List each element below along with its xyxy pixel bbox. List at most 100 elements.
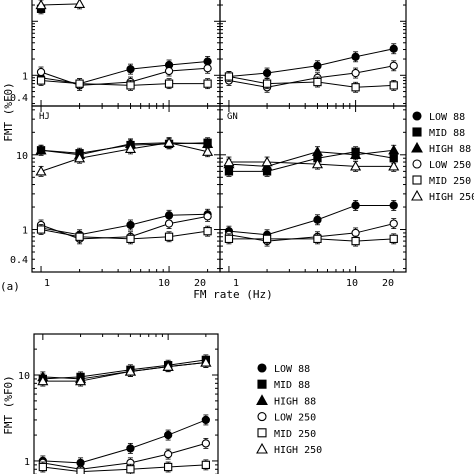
data-series: [36, 224, 212, 245]
data-series: [224, 43, 398, 82]
data-point: [163, 462, 173, 472]
data-series: [35, 0, 86, 11]
data-point: [224, 72, 234, 81]
data-point: [257, 428, 267, 438]
series-line: [80, 462, 131, 470]
data-point: [164, 232, 174, 241]
data-point: [389, 81, 398, 90]
y-tick-label: 1: [22, 71, 28, 82]
series-line: [168, 464, 206, 468]
y-tick-label: 0.4: [10, 255, 28, 266]
series-line: [42, 462, 81, 470]
series-line: [355, 48, 394, 58]
y-tick-label: 10: [16, 151, 28, 162]
panel-label: GN: [227, 112, 238, 122]
series-line: [79, 68, 131, 85]
data-series: [38, 414, 211, 469]
series-line: [228, 76, 268, 85]
data-point: [389, 61, 398, 70]
data-point: [164, 66, 174, 76]
legend-bottom: LOW 88 MID 88 HIGH 88 LOW 250 MID 250 HIGH 25…: [256, 363, 322, 456]
data-point: [38, 462, 47, 472]
data-point: [126, 81, 135, 90]
data-point: [75, 375, 87, 386]
series-line: [42, 376, 81, 380]
series-line: [79, 224, 131, 236]
series-line: [169, 142, 208, 145]
plot-frame: [219, 0, 407, 107]
legend-label: LOW 88: [274, 364, 310, 375]
data-point: [126, 64, 135, 74]
data-point: [311, 145, 324, 156]
series-line: [79, 83, 131, 86]
data-point: [164, 79, 174, 88]
legend-label: MID 88: [429, 128, 465, 139]
x-tick-label: 20: [194, 278, 206, 289]
data-point: [351, 228, 360, 238]
plot-frame: [33, 333, 219, 474]
x-tick-label: 20: [382, 278, 394, 289]
y-tick-label: 0.4: [10, 93, 28, 104]
series-line: [40, 229, 80, 238]
series-line: [79, 148, 131, 159]
data-series: [38, 459, 211, 474]
x-tick-label: 10: [346, 278, 358, 289]
series-line: [130, 83, 170, 86]
x-axis-label: FM rate (Hz): [193, 288, 272, 301]
series-line: [168, 215, 208, 225]
data-series: [35, 137, 214, 177]
y-axis-label-top: FMT (%F0): [2, 82, 15, 142]
data-series: [38, 437, 211, 474]
data-point: [256, 442, 268, 454]
data-point: [164, 219, 174, 228]
data-point: [74, 0, 86, 9]
series-line: [267, 161, 318, 165]
legend-label: LOW 88: [429, 112, 465, 123]
data-point: [35, 165, 47, 176]
series-line: [317, 72, 356, 79]
data-point: [223, 156, 235, 167]
data-point: [203, 227, 212, 236]
y-axis-label-bottom: FMT (%F0): [2, 375, 15, 435]
series-line: [355, 151, 394, 159]
data-point: [200, 356, 212, 367]
series-line: [266, 65, 318, 74]
data-series: [223, 144, 400, 172]
data-point: [257, 379, 267, 389]
data-point: [411, 141, 423, 153]
data-point: [351, 83, 360, 92]
series-line: [130, 223, 170, 238]
data-point: [313, 215, 322, 224]
data-point: [126, 220, 135, 230]
x-tick-label: 1: [233, 278, 239, 289]
data-point: [388, 160, 400, 171]
data-point: [75, 79, 84, 88]
data-point: [389, 219, 398, 228]
data-point: [163, 449, 173, 459]
series-line: [355, 223, 394, 234]
series-line: [168, 142, 208, 153]
data-point: [201, 439, 211, 448]
data-point: [262, 234, 272, 244]
data-point: [412, 111, 422, 121]
data-series: [36, 62, 212, 91]
panel-label: HJ: [39, 112, 50, 122]
data-point: [163, 137, 175, 147]
legend-label: MID 250: [274, 429, 316, 440]
data-point: [74, 152, 86, 163]
series-line: [355, 238, 394, 242]
series-line: [130, 70, 170, 83]
data-point: [126, 465, 135, 474]
data-point: [261, 156, 273, 167]
plot-frame: [219, 105, 407, 273]
data-point: [76, 467, 85, 474]
series-line: [42, 460, 81, 464]
data-point: [389, 201, 398, 210]
data-point: [162, 360, 174, 371]
series-line: [355, 65, 394, 74]
y-tick-label: 10: [18, 371, 30, 382]
series-line: [317, 238, 356, 242]
series-line: [40, 149, 80, 156]
series-line: [317, 81, 356, 88]
